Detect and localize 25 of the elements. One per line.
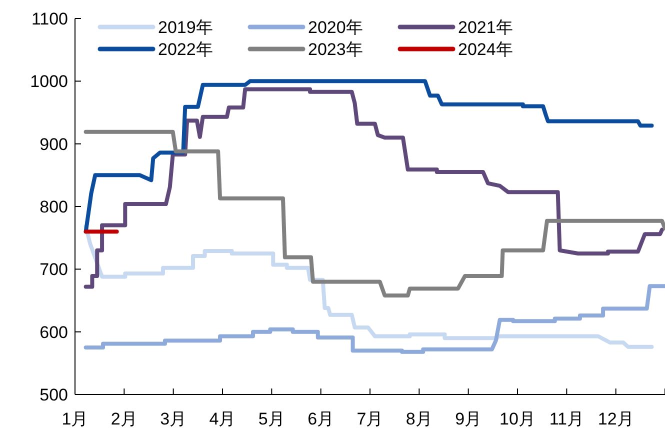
x-tick-label: 3月: [160, 410, 187, 428]
x-tick-label: 11月: [549, 410, 584, 428]
x-tick-label: 8月: [406, 410, 432, 428]
x-tick-label: 4月: [209, 410, 236, 428]
x-tick-label: 12月: [598, 410, 634, 428]
y-tick-label: 700: [40, 260, 68, 280]
x-tick-label: 9月: [455, 410, 482, 428]
x-tick-label: 2月: [110, 410, 138, 428]
x-tick-label: 1月: [62, 410, 88, 428]
legend-label: 2022年: [158, 40, 213, 59]
x-tick-label: 7月: [356, 410, 384, 428]
legend-label: 2024年: [458, 40, 513, 59]
y-tick-label: 900: [40, 134, 68, 154]
legend-label: 2019年: [158, 18, 213, 37]
y-tick-label: 800: [40, 198, 68, 216]
y-tick-label: 500: [40, 386, 68, 404]
legend-label: 2021年: [458, 18, 513, 37]
legend-label: 2020年: [308, 18, 363, 37]
x-tick-label: 6月: [308, 410, 334, 428]
y-tick-label: 1000: [30, 72, 68, 92]
x-tick-label: 5月: [258, 410, 285, 428]
legend-label: 2023年: [308, 40, 363, 59]
y-tick-label: 600: [40, 322, 68, 342]
x-tick-label: 10月: [500, 410, 536, 428]
y-tick-label: 1100: [31, 10, 68, 28]
